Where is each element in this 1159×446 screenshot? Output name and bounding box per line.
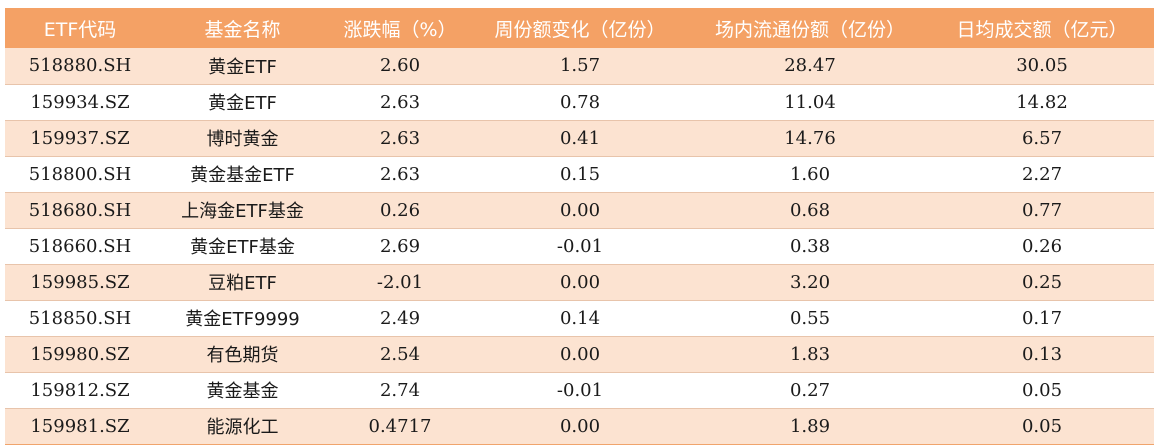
- cell-floating-shares: 3.20: [690, 264, 930, 301]
- cell-fund-name: 黄金ETF基金: [155, 228, 330, 265]
- cell-daily-turnover: 14.82: [930, 84, 1154, 121]
- cell-fund-name: 黄金ETF: [155, 84, 330, 121]
- cell-change-pct: 2.63: [330, 120, 470, 157]
- cell-fund-name: 豆粕ETF: [155, 264, 330, 301]
- cell-floating-shares: 28.47: [690, 48, 930, 85]
- cell-weekly-share-change: -0.01: [470, 372, 690, 409]
- cell-floating-shares: 0.27: [690, 372, 930, 409]
- cell-weekly-share-change: -0.01: [470, 228, 690, 265]
- header-etf-code: ETF代码: [43, 18, 117, 41]
- cell-change-pct: 2.49: [330, 300, 470, 337]
- header-floating-shares: 场内流通份额（亿份）: [714, 18, 905, 41]
- cell-daily-turnover: 0.17: [930, 300, 1154, 337]
- cell-daily-turnover: 0.05: [930, 372, 1154, 409]
- table-header: ETF代码 基金名称 涨跌幅（%） 周份额变化（亿份） 场内流通份额（亿份） 日…: [5, 8, 1154, 48]
- cell-weekly-share-change: 0.78: [470, 84, 690, 121]
- table-row: 518660.SH 黄金ETF基金 2.69 -0.01 0.38 0.26: [5, 228, 1154, 265]
- header-change-pct: 涨跌幅（%）: [343, 18, 457, 41]
- cell-weekly-share-change: 0.00: [470, 192, 690, 229]
- cell-etf-code: 159812.SZ: [5, 372, 155, 409]
- cell-etf-code: 518850.SH: [5, 300, 155, 337]
- cell-change-pct: 0.4717: [330, 408, 470, 445]
- cell-etf-code: 518880.SH: [5, 48, 155, 85]
- cell-fund-name: 博时黄金: [155, 120, 330, 157]
- cell-floating-shares: 11.04: [690, 84, 930, 121]
- header-daily-turnover: 日均成交额（亿元）: [956, 18, 1128, 41]
- cell-daily-turnover: 30.05: [930, 48, 1154, 85]
- cell-etf-code: 159985.SZ: [5, 264, 155, 301]
- cell-change-pct: 0.26: [330, 192, 470, 229]
- header-fund-name: 基金名称: [204, 18, 281, 41]
- header-weekly-share-change: 周份额变化（亿份）: [494, 18, 666, 41]
- table-row: 159985.SZ 豆粕ETF -2.01 0.00 3.20 0.25: [5, 264, 1154, 301]
- cell-fund-name: 上海金ETF基金: [155, 192, 330, 229]
- cell-floating-shares: 0.55: [690, 300, 930, 337]
- cell-change-pct: 2.60: [330, 48, 470, 85]
- cell-daily-turnover: 0.25: [930, 264, 1154, 301]
- cell-etf-code: 518660.SH: [5, 228, 155, 265]
- cell-etf-code: 159937.SZ: [5, 120, 155, 157]
- cell-fund-name: 黄金基金ETF: [155, 156, 330, 193]
- table-row: 159981.SZ 能源化工 0.4717 0.00 1.89 0.05: [5, 408, 1154, 445]
- cell-floating-shares: 0.68: [690, 192, 930, 229]
- cell-change-pct: 2.63: [330, 156, 470, 193]
- cell-floating-shares: 0.38: [690, 228, 930, 265]
- table-row: 518800.SH 黄金基金ETF 2.63 0.15 1.60 2.27: [5, 156, 1154, 193]
- cell-daily-turnover: 0.77: [930, 192, 1154, 229]
- cell-daily-turnover: 0.05: [930, 408, 1154, 445]
- cell-change-pct: 2.54: [330, 336, 470, 373]
- cell-fund-name: 黄金ETF9999: [155, 300, 330, 337]
- table-row: 518850.SH 黄金ETF9999 2.49 0.14 0.55 0.17: [5, 300, 1154, 337]
- table-row: 159934.SZ 黄金ETF 2.63 0.78 11.04 14.82: [5, 84, 1154, 121]
- cell-change-pct: 2.74: [330, 372, 470, 409]
- cell-fund-name: 有色期货: [155, 336, 330, 373]
- cell-daily-turnover: 0.13: [930, 336, 1154, 373]
- cell-weekly-share-change: 0.15: [470, 156, 690, 193]
- cell-change-pct: 2.69: [330, 228, 470, 265]
- cell-weekly-share-change: 1.57: [470, 48, 690, 85]
- cell-etf-code: 159934.SZ: [5, 84, 155, 121]
- cell-daily-turnover: 6.57: [930, 120, 1154, 157]
- table-row: 159812.SZ 黄金基金 2.74 -0.01 0.27 0.05: [5, 372, 1154, 409]
- table-body: 518880.SH 黄金ETF 2.60 1.57 28.47 30.05 15…: [5, 48, 1154, 445]
- cell-floating-shares: 14.76: [690, 120, 930, 157]
- cell-change-pct: 2.63: [330, 84, 470, 121]
- cell-fund-name: 能源化工: [155, 408, 330, 445]
- cell-daily-turnover: 2.27: [930, 156, 1154, 193]
- cell-etf-code: 159980.SZ: [5, 336, 155, 373]
- etf-table: ETF代码 基金名称 涨跌幅（%） 周份额变化（亿份） 场内流通份额（亿份） 日…: [5, 8, 1154, 445]
- table-row: 518880.SH 黄金ETF 2.60 1.57 28.47 30.05: [5, 48, 1154, 85]
- cell-daily-turnover: 0.26: [930, 228, 1154, 265]
- cell-etf-code: 159981.SZ: [5, 408, 155, 445]
- cell-weekly-share-change: 0.00: [470, 408, 690, 445]
- cell-weekly-share-change: 0.14: [470, 300, 690, 337]
- header-row: ETF代码 基金名称 涨跌幅（%） 周份额变化（亿份） 场内流通份额（亿份） 日…: [5, 8, 1154, 48]
- cell-etf-code: 518680.SH: [5, 192, 155, 229]
- cell-weekly-share-change: 0.41: [470, 120, 690, 157]
- cell-change-pct: -2.01: [330, 264, 470, 301]
- cell-floating-shares: 1.89: [690, 408, 930, 445]
- cell-weekly-share-change: 0.00: [470, 264, 690, 301]
- cell-etf-code: 518800.SH: [5, 156, 155, 193]
- table-row: 518680.SH 上海金ETF基金 0.26 0.00 0.68 0.77: [5, 192, 1154, 229]
- cell-weekly-share-change: 0.00: [470, 336, 690, 373]
- cell-floating-shares: 1.60: [690, 156, 930, 193]
- cell-fund-name: 黄金ETF: [155, 48, 330, 85]
- cell-fund-name: 黄金基金: [155, 372, 330, 409]
- table-row: 159980.SZ 有色期货 2.54 0.00 1.83 0.13: [5, 336, 1154, 373]
- table-row: 159937.SZ 博时黄金 2.63 0.41 14.76 6.57: [5, 120, 1154, 157]
- cell-floating-shares: 1.83: [690, 336, 930, 373]
